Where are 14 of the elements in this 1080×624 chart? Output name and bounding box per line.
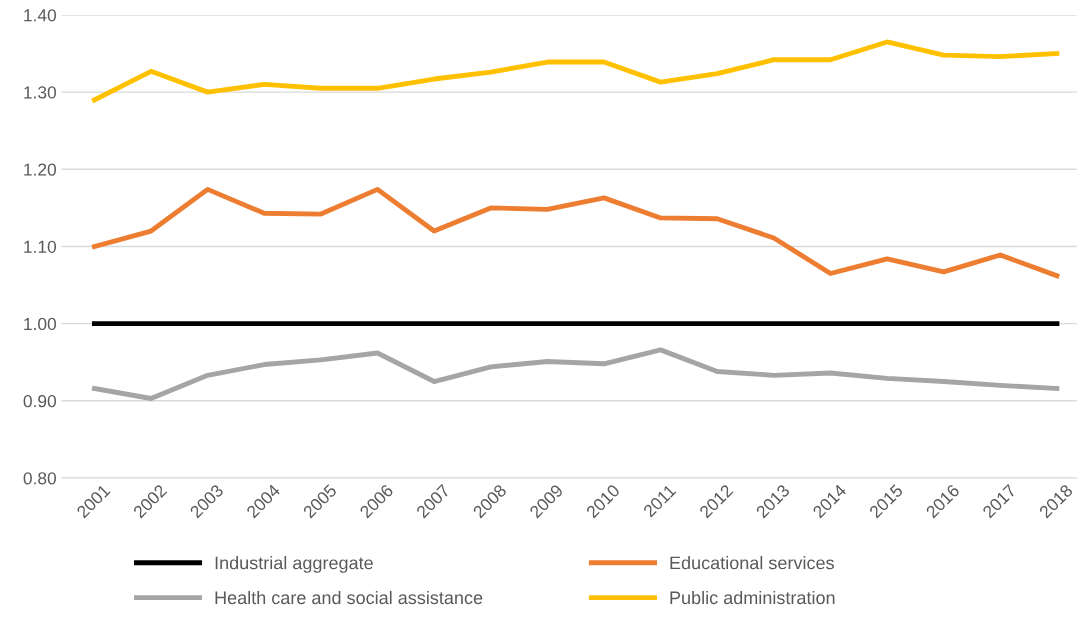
y-tick-label: 1.30 (24, 86, 57, 99)
line-series (91, 347, 1060, 401)
y-tick-label: 0.80 (23, 472, 57, 485)
legend-label: Public administration (670, 590, 835, 605)
legend-label: Educational services (670, 556, 834, 570)
y-tick-label: 1.00 (24, 317, 57, 331)
line-series (91, 186, 1060, 279)
y-tick-label: 1.10 (24, 240, 57, 253)
legend-label: Industrial aggregate (215, 556, 373, 573)
line-series (91, 39, 1060, 103)
legend-label: Health care and social assistance (215, 590, 483, 605)
y-tick-label: 0.90 (23, 394, 57, 408)
y-tick-label: 1.20 (24, 163, 57, 176)
y-tick-label: 1.40 (24, 9, 57, 22)
